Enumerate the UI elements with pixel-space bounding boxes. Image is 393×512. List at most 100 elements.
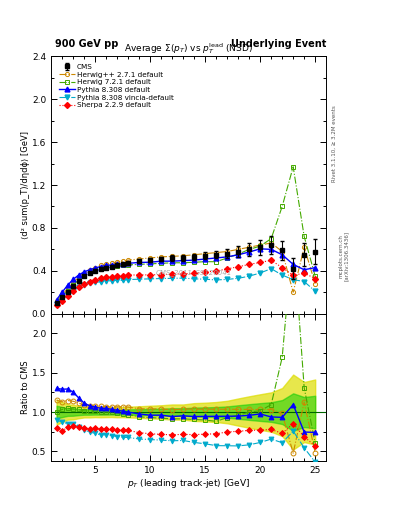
Sherpa 2.2.9 default (258, 260, 263, 266)
Sherpa 2.2.9 default (159, 271, 163, 278)
Sherpa 2.2.9 default (71, 288, 75, 294)
Pythia 8.308 vincia-default (236, 275, 241, 282)
Herwig 7.2.1 default (87, 269, 92, 275)
Pythia 8.308 default (181, 258, 185, 264)
Pythia 8.308 vincia-default (104, 278, 108, 284)
Herwig 7.2.1 default (214, 259, 219, 265)
Herwig 7.2.1 default (181, 260, 185, 266)
Herwig++ 2.7.1 default (60, 292, 64, 298)
Sherpa 2.2.9 default (214, 268, 219, 274)
Herwig++ 2.7.1 default (192, 252, 196, 258)
Text: Underlying Event: Underlying Event (231, 38, 326, 49)
Pythia 8.308 vincia-default (115, 278, 119, 284)
Pythia 8.308 vincia-default (71, 288, 75, 294)
Herwig 7.2.1 default (159, 260, 163, 266)
Pythia 8.308 vincia-default (148, 276, 152, 282)
Sherpa 2.2.9 default (203, 269, 208, 275)
Line: Herwig 7.2.1 default: Herwig 7.2.1 default (55, 165, 317, 305)
Sherpa 2.2.9 default (280, 265, 285, 271)
Text: mcplots.cern.ch: mcplots.cern.ch (339, 234, 344, 278)
Pythia 8.308 default (302, 267, 307, 273)
Sherpa 2.2.9 default (115, 273, 119, 279)
Herwig 7.2.1 default (115, 263, 119, 269)
Herwig 7.2.1 default (126, 262, 130, 268)
Pythia 8.308 vincia-default (126, 276, 130, 283)
Sherpa 2.2.9 default (82, 281, 86, 287)
Pythia 8.308 default (192, 257, 196, 263)
Herwig 7.2.1 default (280, 203, 285, 209)
Pythia 8.308 vincia-default (109, 278, 114, 284)
Pythia 8.308 default (225, 254, 230, 260)
Herwig 7.2.1 default (120, 262, 125, 268)
Sherpa 2.2.9 default (181, 271, 185, 277)
Herwig 7.2.1 default (291, 164, 296, 170)
Sherpa 2.2.9 default (87, 279, 92, 285)
Y-axis label: Ratio to CMS: Ratio to CMS (22, 360, 31, 414)
Herwig 7.2.1 default (148, 261, 152, 267)
Sherpa 2.2.9 default (247, 261, 252, 267)
Pythia 8.308 default (60, 289, 64, 295)
Pythia 8.308 vincia-default (269, 266, 274, 272)
Pythia 8.308 default (120, 261, 125, 267)
Pythia 8.308 vincia-default (170, 275, 174, 282)
Herwig++ 2.7.1 default (87, 267, 92, 273)
Pythia 8.308 vincia-default (159, 275, 163, 282)
Sherpa 2.2.9 default (269, 257, 274, 263)
Herwig 7.2.1 default (82, 272, 86, 279)
Herwig++ 2.7.1 default (159, 254, 163, 260)
Pythia 8.308 default (159, 258, 163, 264)
Pythia 8.308 vincia-default (247, 273, 252, 279)
Herwig 7.2.1 default (203, 259, 208, 265)
Sherpa 2.2.9 default (291, 272, 296, 279)
Pythia 8.308 vincia-default (87, 280, 92, 286)
Pythia 8.308 default (148, 259, 152, 265)
Herwig 7.2.1 default (313, 273, 318, 279)
Sherpa 2.2.9 default (54, 302, 59, 308)
Sherpa 2.2.9 default (104, 274, 108, 281)
Pythia 8.308 default (87, 267, 92, 273)
Text: 900 GeV pp: 900 GeV pp (55, 38, 118, 49)
Pythia 8.308 vincia-default (192, 276, 196, 282)
Pythia 8.308 vincia-default (98, 279, 103, 285)
Herwig 7.2.1 default (137, 261, 141, 267)
Herwig++ 2.7.1 default (280, 248, 285, 254)
Sherpa 2.2.9 default (93, 276, 97, 283)
Herwig++ 2.7.1 default (71, 280, 75, 286)
Pythia 8.308 default (115, 261, 119, 267)
Herwig 7.2.1 default (236, 251, 241, 257)
Pythia 8.308 default (71, 276, 75, 283)
Pythia 8.308 vincia-default (93, 280, 97, 286)
Sherpa 2.2.9 default (65, 293, 70, 299)
Herwig 7.2.1 default (104, 265, 108, 271)
Herwig 7.2.1 default (60, 293, 64, 300)
Herwig 7.2.1 default (302, 233, 307, 240)
Herwig++ 2.7.1 default (104, 261, 108, 267)
Herwig 7.2.1 default (93, 267, 97, 273)
Herwig++ 2.7.1 default (82, 270, 86, 276)
Sherpa 2.2.9 default (225, 266, 230, 272)
Line: Herwig++ 2.7.1 default: Herwig++ 2.7.1 default (55, 241, 317, 304)
Pythia 8.308 default (137, 260, 141, 266)
Sherpa 2.2.9 default (109, 273, 114, 280)
Sherpa 2.2.9 default (148, 272, 152, 278)
Sherpa 2.2.9 default (120, 272, 125, 279)
Pythia 8.308 default (82, 269, 86, 275)
Title: Average $\Sigma(p_T)$ vs $p_T^{\rm lead}$ (NSD): Average $\Sigma(p_T)$ vs $p_T^{\rm lead}… (124, 41, 253, 56)
Sherpa 2.2.9 default (302, 270, 307, 276)
Sherpa 2.2.9 default (236, 264, 241, 270)
Herwig++ 2.7.1 default (291, 289, 296, 295)
Herwig++ 2.7.1 default (225, 248, 230, 254)
Herwig 7.2.1 default (225, 255, 230, 261)
Herwig 7.2.1 default (192, 259, 196, 265)
Herwig++ 2.7.1 default (120, 258, 125, 264)
Herwig++ 2.7.1 default (76, 274, 81, 281)
Pythia 8.308 default (54, 296, 59, 303)
Herwig++ 2.7.1 default (109, 260, 114, 266)
Text: [arXiv:1306.3436]: [arXiv:1306.3436] (344, 231, 349, 281)
Pythia 8.308 default (93, 265, 97, 271)
Herwig++ 2.7.1 default (98, 262, 103, 268)
Herwig++ 2.7.1 default (214, 249, 219, 255)
Herwig 7.2.1 default (247, 246, 252, 252)
Pythia 8.308 vincia-default (280, 272, 285, 278)
Sherpa 2.2.9 default (76, 284, 81, 290)
